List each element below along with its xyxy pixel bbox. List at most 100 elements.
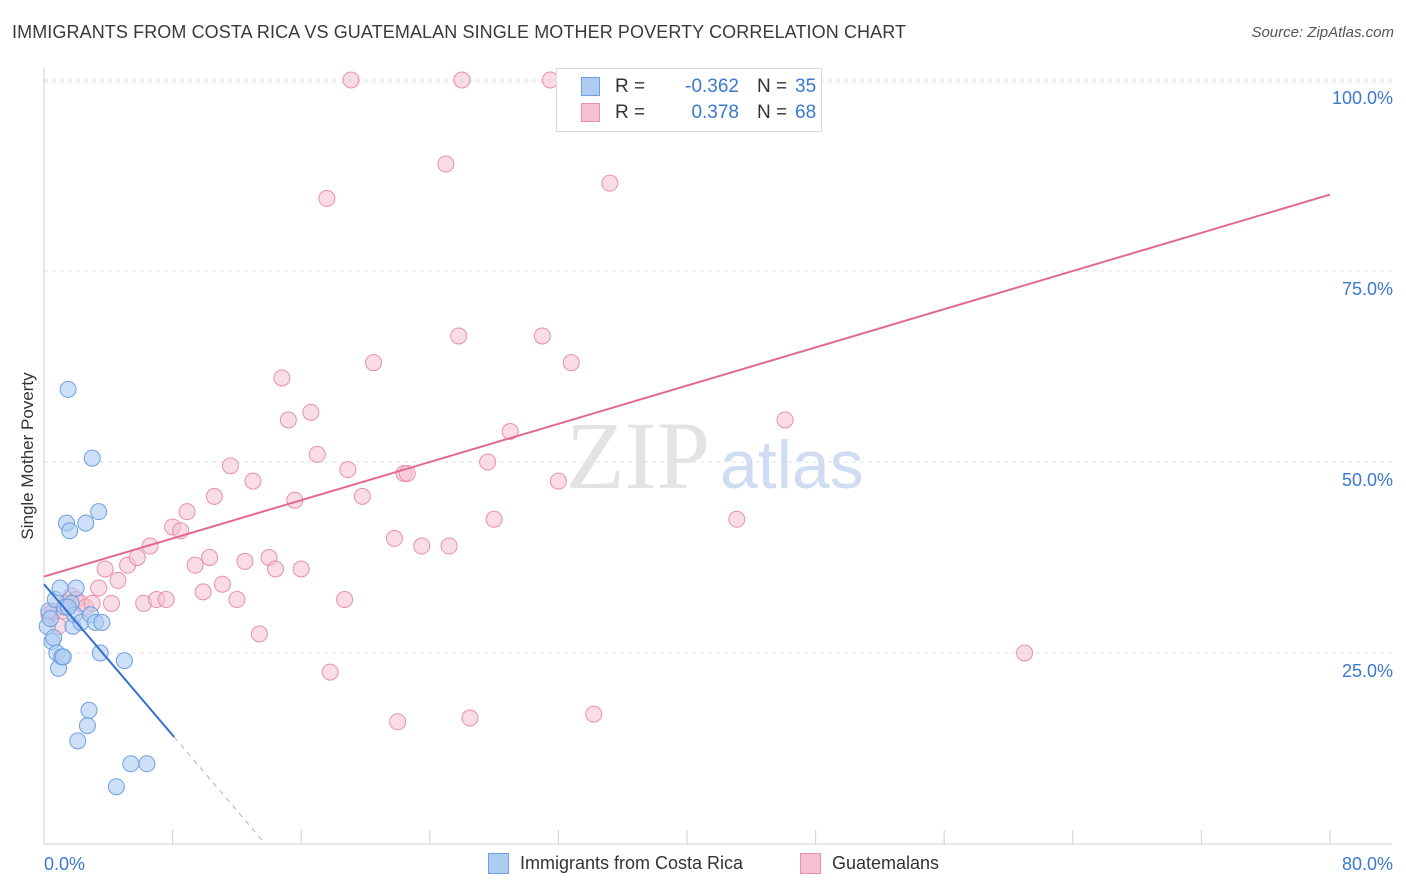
- trend-lines: [43, 193, 1331, 842]
- point-guatemalans: [279, 411, 297, 429]
- point-guatemalans: [103, 594, 121, 612]
- watermark: ZIP atlas: [566, 402, 864, 509]
- chart-title: IMMIGRANTS FROM COSTA RICA VS GUATEMALAN…: [12, 22, 907, 42]
- point-guatemalans: [244, 472, 262, 490]
- series-costa-rica-points: [38, 380, 156, 796]
- point-guatemalans: [321, 663, 339, 681]
- legend-swatch-guatemalans: [581, 103, 600, 122]
- point-guatemalans: [585, 705, 603, 723]
- y-tick-label: 75.0%: [1342, 279, 1393, 299]
- point-guatemalans: [308, 445, 326, 463]
- point-costa-rica: [77, 514, 95, 532]
- correlation-legend: R = -0.362 N = 35 R = 0.378 N = 68: [556, 68, 822, 132]
- point-guatemalans: [450, 327, 468, 345]
- chart-source: Source: ZipAtlas.com: [1251, 24, 1394, 41]
- x-tick-label-max: 80.0%: [1342, 854, 1393, 874]
- point-guatemalans: [385, 529, 403, 547]
- point-guatemalans: [213, 575, 231, 593]
- point-costa-rica: [93, 613, 111, 631]
- series-guatemalans-points: [40, 71, 1034, 731]
- y-tick-label: 100.0%: [1332, 88, 1393, 108]
- point-costa-rica: [107, 778, 125, 796]
- point-guatemalans: [221, 457, 239, 475]
- y-tick-label: 50.0%: [1342, 470, 1393, 490]
- legend-swatch-costa-rica: [581, 77, 600, 96]
- point-guatemalans: [437, 155, 455, 173]
- point-guatemalans: [339, 461, 357, 479]
- point-guatemalans: [96, 560, 114, 578]
- point-guatemalans: [440, 537, 458, 555]
- legend-n-label: N =: [757, 76, 788, 97]
- legend-label-costa-rica: Immigrants from Costa Rica: [520, 853, 744, 873]
- point-guatemalans: [336, 591, 354, 609]
- axes: [43, 68, 1392, 845]
- point-costa-rica: [91, 644, 109, 662]
- watermark-atlas: atlas: [720, 427, 864, 503]
- point-costa-rica: [122, 755, 140, 773]
- point-costa-rica: [80, 701, 98, 719]
- y-tick-label: 25.0%: [1342, 661, 1393, 681]
- point-guatemalans: [318, 189, 336, 207]
- point-guatemalans: [236, 552, 254, 570]
- trend-line-costa-rica: [43, 583, 175, 738]
- point-guatemalans: [205, 487, 223, 505]
- x-tick-label-min: 0.0%: [44, 854, 85, 874]
- point-guatemalans: [266, 560, 284, 578]
- legend-r-value-guatemalans: 0.378: [691, 102, 739, 123]
- point-guatemalans: [549, 472, 567, 490]
- point-guatemalans: [273, 369, 291, 387]
- point-costa-rica: [51, 579, 69, 597]
- point-guatemalans: [413, 537, 431, 555]
- point-guatemalans: [479, 453, 497, 471]
- point-guatemalans: [485, 510, 503, 528]
- series-legend: Immigrants from Costa Rica Guatemalans: [0, 852, 1406, 878]
- point-guatemalans: [776, 411, 794, 429]
- point-costa-rica: [67, 579, 85, 597]
- point-guatemalans: [90, 579, 108, 597]
- point-guatemalans: [250, 625, 268, 643]
- point-costa-rica: [69, 732, 87, 750]
- point-guatemalans: [292, 560, 310, 578]
- point-costa-rica: [78, 717, 96, 735]
- point-guatemalans: [562, 354, 580, 372]
- point-guatemalans: [1016, 644, 1034, 662]
- legend-n-label: N =: [757, 102, 788, 123]
- point-guatemalans: [194, 583, 212, 601]
- point-guatemalans: [302, 403, 320, 421]
- point-costa-rica: [45, 629, 63, 647]
- point-guatemalans: [128, 549, 146, 566]
- legend-r-label: R =: [615, 102, 646, 123]
- point-guatemalans: [461, 709, 479, 727]
- point-costa-rica: [61, 522, 79, 540]
- legend-r-label: R =: [615, 76, 646, 97]
- point-guatemalans: [178, 503, 196, 521]
- point-guatemalans: [353, 487, 371, 505]
- point-costa-rica: [41, 610, 59, 628]
- point-guatemalans: [501, 422, 519, 440]
- tick-labels: 25.0% 50.0% 75.0% 100.0% 0.0% 80.0%: [44, 88, 1393, 874]
- legend-label-guatemalans: Guatemalans: [832, 853, 940, 873]
- point-costa-rica: [115, 652, 133, 670]
- legend-n-value-costa-rica: 35: [795, 76, 817, 97]
- trend-line-guatemalans: [43, 193, 1331, 578]
- point-guatemalans: [109, 571, 127, 589]
- point-guatemalans: [186, 556, 204, 574]
- point-costa-rica: [59, 598, 77, 616]
- trend-line-costa-rica-extension: [173, 736, 264, 842]
- legend-r-value-costa-rica: -0.362: [685, 76, 739, 97]
- watermark-zip: ZIP: [566, 402, 710, 509]
- point-costa-rica: [90, 503, 108, 521]
- point-costa-rica: [138, 755, 156, 773]
- point-guatemalans: [728, 510, 746, 528]
- point-costa-rica: [59, 380, 77, 398]
- point-costa-rica: [54, 648, 72, 666]
- legend-n-value-guatemalans: 68: [795, 102, 817, 123]
- point-costa-rica: [83, 449, 101, 467]
- point-guatemalans: [453, 71, 471, 89]
- legend-swatch-guatemalans: [800, 853, 821, 874]
- point-guatemalans: [365, 354, 383, 372]
- point-guatemalans: [201, 549, 219, 566]
- point-guatemalans: [601, 174, 619, 192]
- point-guatemalans: [533, 327, 551, 345]
